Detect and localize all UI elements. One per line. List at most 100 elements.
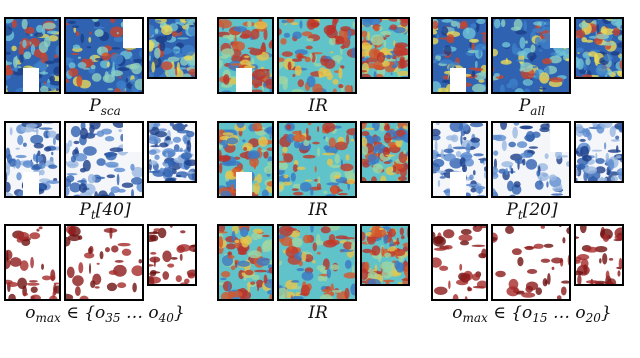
texture-blob (8, 293, 16, 300)
texture-blob (350, 283, 356, 296)
texture-blob (77, 180, 87, 183)
caption-part: 20 (585, 311, 602, 325)
heatmap-image (218, 122, 273, 197)
texture-blob (72, 44, 81, 50)
texture-blob (406, 151, 409, 156)
texture-blob (5, 181, 11, 193)
texture-blob (30, 286, 38, 293)
texture-blob (559, 51, 567, 56)
texture-blob (183, 55, 194, 61)
heatmap-image (492, 225, 570, 300)
texture-blob (594, 245, 608, 253)
texture-blob (36, 228, 40, 232)
texture-blob (24, 53, 29, 57)
texture-blob (220, 190, 232, 197)
heatmap-image (148, 18, 196, 78)
texture-blob (438, 87, 449, 93)
texture-blob (443, 45, 452, 56)
caption-part: IR (307, 303, 328, 323)
texture-blob (227, 160, 241, 166)
texture-blob (92, 26, 105, 29)
texture-blob (30, 134, 44, 145)
texture-blob (109, 227, 113, 239)
texture-blob (5, 18, 14, 24)
texture-blob (241, 270, 246, 273)
texture-blob (525, 131, 535, 143)
texture-blob (533, 243, 544, 249)
texture-blob (462, 27, 476, 40)
texture-blob (231, 230, 236, 242)
texture-blob (579, 225, 587, 234)
texture-blob (514, 88, 524, 93)
texture-blob (154, 28, 159, 34)
texture-blob (153, 228, 161, 232)
texture-blob (154, 154, 160, 160)
texture-blob (253, 161, 257, 170)
texture-blob (17, 134, 24, 146)
texture-blob (234, 239, 240, 244)
texture-blob (96, 158, 106, 166)
texture-blob (465, 183, 480, 187)
texture-blob (599, 258, 602, 264)
texture-blob (361, 42, 371, 50)
texture-blob (170, 257, 178, 260)
texture-blob (361, 130, 370, 136)
texture-blob (148, 136, 161, 145)
texture-blob (515, 30, 527, 35)
texture-blob (335, 235, 348, 240)
texture-blob (11, 45, 17, 52)
texture-blob (29, 232, 41, 240)
texture-blob (225, 170, 234, 180)
texture-blob (541, 20, 545, 32)
texture-blob (560, 286, 567, 296)
texture-blob (520, 62, 533, 73)
texture-blob (399, 227, 404, 236)
texture-blob (481, 248, 487, 259)
texture-blob (253, 182, 260, 195)
texture-blob (262, 244, 266, 253)
texture-blob (469, 174, 474, 181)
caption-part: P (505, 200, 518, 220)
texture-blob (94, 29, 104, 37)
texture-blob (188, 272, 192, 278)
texture-blob (162, 250, 172, 263)
texture-blob (312, 260, 316, 264)
texture-blob (9, 127, 13, 136)
texture-blob (234, 260, 238, 269)
texture-blob (94, 191, 99, 197)
texture-blob (403, 150, 406, 155)
texture-blob (131, 166, 143, 178)
texture-blob (460, 20, 468, 27)
texture-blob (244, 65, 256, 69)
caption-part: IR (307, 96, 328, 116)
texture-blob (148, 71, 155, 78)
texture-blob (310, 225, 314, 233)
texture-blob (389, 24, 398, 30)
texture-blob (492, 237, 498, 241)
texture-blob (346, 128, 356, 136)
texture-blob (470, 137, 481, 143)
image-border (217, 17, 274, 94)
texture-blob (551, 193, 564, 196)
texture-blob (323, 145, 330, 151)
heatmap-image (5, 225, 60, 300)
texture-blob (395, 50, 405, 54)
texture-blob (506, 83, 512, 89)
texture-blob (5, 69, 14, 76)
heatmap-image (65, 225, 143, 300)
heatmap-image (65, 18, 143, 93)
texture-blob (149, 160, 158, 166)
texture-blob (443, 153, 456, 162)
texture-blob (15, 147, 20, 150)
caption-part: … o (121, 303, 159, 323)
texture-blob (328, 234, 336, 244)
texture-blob (397, 176, 407, 182)
texture-blob (473, 67, 484, 72)
texture-blob (88, 263, 92, 275)
texture-blob (69, 182, 82, 193)
texture-blob (218, 155, 231, 162)
texture-blob (294, 65, 302, 76)
texture-blob (92, 54, 95, 63)
texture-blob (323, 190, 328, 195)
texture-blob (600, 28, 615, 36)
